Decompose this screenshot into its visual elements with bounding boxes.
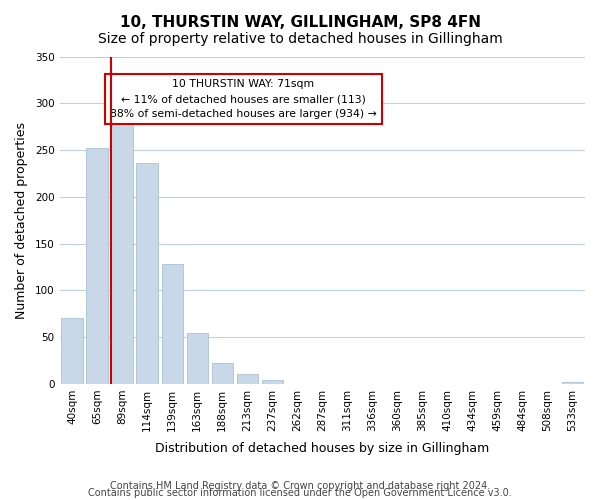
Bar (562, 382, 583, 384)
Text: Size of property relative to detached houses in Gillingham: Size of property relative to detached ho… (98, 32, 502, 46)
Y-axis label: Number of detached properties: Number of detached properties (15, 122, 28, 318)
Text: 10, THURSTIN WAY, GILLINGHAM, SP8 4FN: 10, THURSTIN WAY, GILLINGHAM, SP8 4FN (119, 15, 481, 30)
Bar (136, 163, 158, 384)
X-axis label: Distribution of detached houses by size in Gillingham: Distribution of detached houses by size … (155, 442, 490, 455)
Text: Contains public sector information licensed under the Open Government Licence v3: Contains public sector information licen… (88, 488, 512, 498)
Bar (262, 380, 283, 384)
Bar (161, 264, 183, 384)
Text: 10 THURSTIN WAY: 71sqm
← 11% of detached houses are smaller (113)
88% of semi-de: 10 THURSTIN WAY: 71sqm ← 11% of detached… (110, 80, 377, 119)
Bar (86, 148, 108, 384)
Bar (212, 364, 233, 384)
Bar (61, 318, 83, 384)
Bar (187, 334, 208, 384)
Text: Contains HM Land Registry data © Crown copyright and database right 2024.: Contains HM Land Registry data © Crown c… (110, 481, 490, 491)
Bar (236, 374, 258, 384)
Bar (112, 118, 133, 384)
